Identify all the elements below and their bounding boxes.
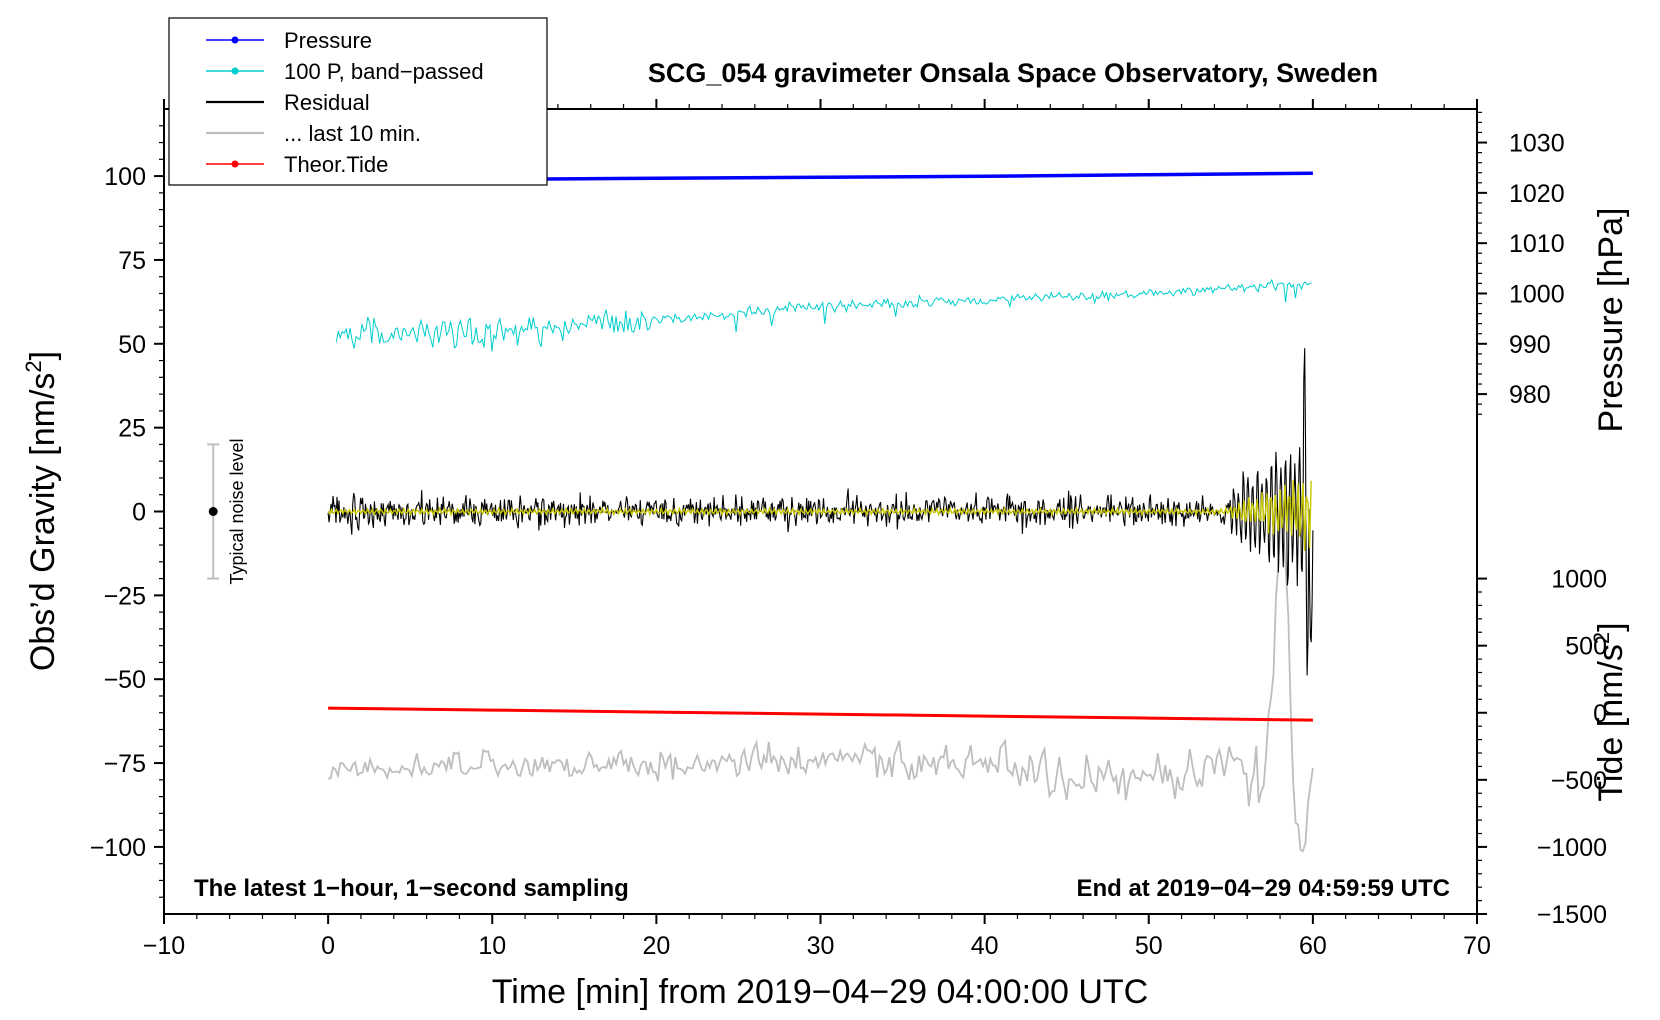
tide-tick-label: 0 <box>1593 700 1607 728</box>
y-axis-right: 1030 1020 1010 1000 990 980 1000 500 0 −500 −1000 −… <box>1477 111 1607 929</box>
tide-tick-label: 1000 <box>1551 566 1607 594</box>
y-axis-title-left: Obs’d Gravity [nm/s2] <box>21 351 62 671</box>
pressure-tick-label: 1000 <box>1509 280 1565 308</box>
y-tick-label: −75 <box>104 750 146 778</box>
x-axis-title: Time [min] from 2019−04−29 04:00:00 UTC <box>492 973 1148 1011</box>
pressure-axis-title: Pressure [hPa] <box>1592 208 1630 433</box>
annotation-end-time: End at 2019−04−29 04:59:59 UTC <box>1076 875 1450 902</box>
y-tick-label: 25 <box>118 415 146 443</box>
x-tick-label: 0 <box>321 932 335 960</box>
series-theor-tide <box>328 706 1313 722</box>
series-residual-filtered <box>327 480 1312 551</box>
tide-tick-label: −1000 <box>1537 834 1607 862</box>
noise-label: Typical noise level <box>227 438 247 584</box>
x-tick-label: 60 <box>1299 932 1327 960</box>
x-tick-label: −10 <box>143 932 185 960</box>
pressure-tick-label: 1030 <box>1509 130 1565 158</box>
pressure-tick-label: 990 <box>1509 331 1551 359</box>
legend-label: Pressure <box>284 28 372 53</box>
pressure-tick-label: 980 <box>1509 381 1551 409</box>
pressure-tick-label: 1020 <box>1509 180 1565 208</box>
x-axis: −10 0 10 20 30 40 50 60 70 <box>143 99 1491 960</box>
y-tick-label: −50 <box>104 666 146 694</box>
chart-title: SCG_054 gravimeter Onsala Space Observat… <box>648 58 1378 88</box>
y-tick-label: −25 <box>104 582 146 610</box>
legend-label: ... last 10 min. <box>284 121 421 146</box>
tide-tick-label: 500 <box>1565 633 1607 661</box>
legend-marker <box>231 67 239 75</box>
x-tick-label: 70 <box>1463 932 1491 960</box>
x-tick-label: 20 <box>642 932 670 960</box>
series-last-10-min <box>328 511 1314 853</box>
legend-marker <box>231 36 239 44</box>
legend-marker <box>231 160 239 168</box>
x-tick-label: 10 <box>478 932 506 960</box>
pressure-tick-label: 1010 <box>1509 230 1565 258</box>
y-axis-left: 100 75 50 25 0 −25 −50 −75 −100 <box>90 125 164 898</box>
y-tick-label: 100 <box>104 163 146 191</box>
y-tick-label: 0 <box>132 499 146 527</box>
series-band-passed <box>335 278 1312 352</box>
noise-dot <box>208 507 218 516</box>
annotation-sampling: The latest 1−hour, 1−second sampling <box>194 875 629 902</box>
tide-tick-label: −1500 <box>1537 901 1607 929</box>
legend-label: Theor.Tide <box>284 152 388 177</box>
y-tick-label: 50 <box>118 331 146 359</box>
plot-area <box>327 171 1314 853</box>
x-tick-label: 50 <box>1135 932 1163 960</box>
legend-label: 100 P, band−passed <box>284 59 484 84</box>
legend: Pressure 100 P, band−passed Residual ... la… <box>168 17 548 186</box>
y-tick-label: 75 <box>118 247 146 275</box>
tide-tick-label: −500 <box>1551 767 1607 795</box>
legend-label: Residual <box>284 90 370 115</box>
x-tick-label: 40 <box>971 932 999 960</box>
tide-axis-title: Tide [nm/s2] <box>1589 622 1630 801</box>
noise-indicator: Typical noise level <box>207 438 247 585</box>
y-tick-label: −100 <box>90 834 146 862</box>
x-tick-label: 30 <box>807 932 835 960</box>
